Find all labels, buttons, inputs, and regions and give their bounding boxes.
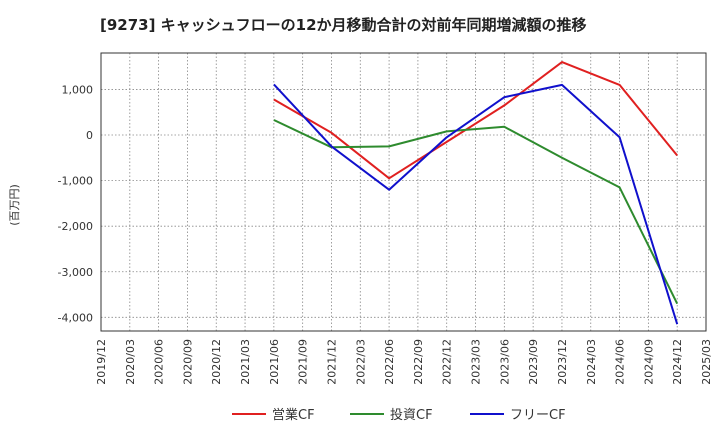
series-line: [273, 83, 679, 325]
x-tick-label: 2023/09: [527, 339, 540, 385]
x-tick-label: 2020/12: [210, 339, 223, 385]
x-tick-label: 2024/06: [614, 339, 627, 385]
y-tick-label: 0: [86, 129, 93, 142]
x-tick-label: 2022/09: [412, 339, 425, 385]
grid: [100, 53, 707, 331]
legend: 営業CF 投資CF フリーCF: [232, 407, 566, 423]
x-tick-label: 2023/03: [470, 339, 483, 385]
legend-label: フリーCF: [510, 408, 566, 423]
y-axis: 1,000 0 -1,000 -2,000 -3,000 -4,000: [58, 83, 93, 324]
legend-label: 投資CF: [390, 407, 433, 423]
x-tick-label: 2020/03: [124, 339, 137, 385]
x-tick-label: 2019/12: [95, 339, 108, 385]
y-tick-label: 1,000: [62, 83, 94, 96]
series-line: [273, 61, 678, 180]
y-tick-label: -3,000: [58, 266, 93, 279]
y-tick-label: -4,000: [58, 311, 93, 324]
x-tick-label: 2021/03: [239, 339, 252, 385]
chart-title: [9273] キャッシュフローの12か月移動合計の対前年同期増減額の推移: [100, 16, 587, 34]
x-axis: 2019/12 2020/03 2020/06 2020/09 2020/12 2021/…: [95, 339, 713, 385]
y-axis-label: (百万円): [8, 184, 21, 226]
y-tick-label: -2,000: [58, 220, 93, 233]
y-tick-label: -1,000: [58, 175, 93, 188]
x-tick-label: 2024/12: [671, 339, 684, 385]
x-tick-label: 2024/03: [585, 339, 598, 385]
x-tick-label: 2024/09: [642, 339, 655, 385]
x-tick-label: 2020/06: [153, 339, 166, 385]
x-tick-label: 2021/09: [297, 339, 310, 385]
x-tick-label: 2020/09: [181, 339, 194, 385]
x-tick-label: 2022/06: [383, 339, 396, 385]
series-lines: [273, 61, 679, 325]
x-tick-label: 2023/06: [498, 339, 511, 385]
x-tick-label: 2025/03: [700, 339, 713, 385]
x-tick-label: 2022/03: [354, 339, 367, 385]
x-tick-label: 2021/12: [325, 339, 338, 385]
x-tick-label: 2022/12: [441, 339, 454, 385]
x-tick-label: 2023/12: [556, 339, 569, 385]
plot-frame: [100, 52, 707, 332]
series-line: [273, 119, 679, 305]
x-tick-label: 2021/06: [268, 339, 281, 385]
legend-label: 営業CF: [272, 407, 315, 423]
